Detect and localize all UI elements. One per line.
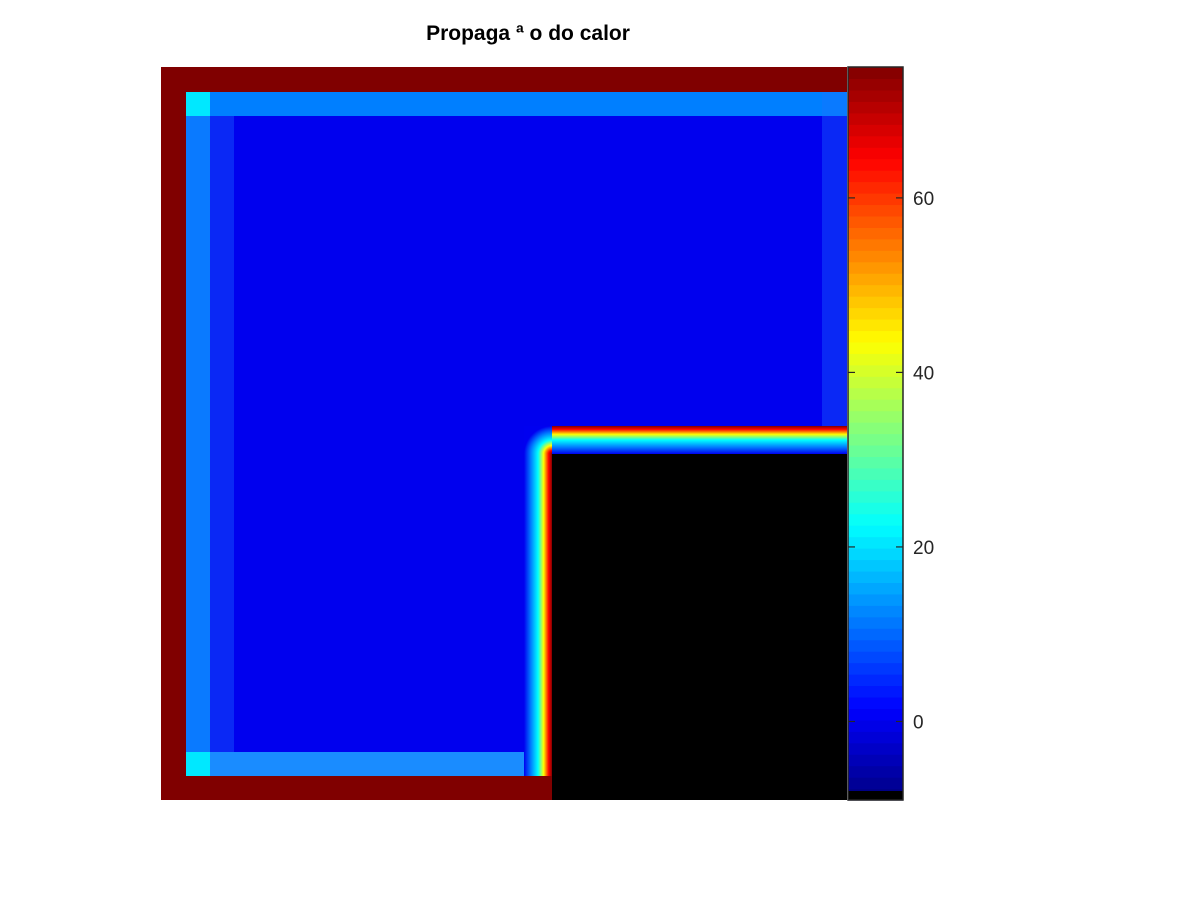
- colorbar-segment: [848, 479, 903, 492]
- colorbar-segment: [848, 330, 903, 343]
- heatmap-corner-cell-top-left: [186, 92, 210, 116]
- colorbar-segment: [848, 387, 903, 400]
- colorbar-segment: [848, 651, 903, 664]
- heatmap-edge-band-right: [822, 116, 847, 426]
- colorbar-segment: [848, 696, 903, 709]
- colorbar-segment: [848, 525, 903, 538]
- heatmap-edge-band-bottom: [210, 752, 530, 776]
- colorbar-segment: [848, 742, 903, 755]
- colorbar-segment: [848, 605, 903, 618]
- colorbar-segment: [848, 204, 903, 217]
- colorbar-segment: [848, 307, 903, 320]
- colorbar-segment: [848, 593, 903, 606]
- heatmap-edge-band-left: [210, 116, 234, 752]
- heatmap-gradient-corner: [524, 426, 552, 454]
- heatmap-gradient-band-left: [524, 454, 552, 776]
- colorbar-segment: [848, 273, 903, 286]
- colorbar-segment: [848, 513, 903, 526]
- colorbar-segment: [848, 502, 903, 515]
- heatmap-corner-cell-bottom-left: [186, 752, 210, 776]
- colorbar-segment: [848, 490, 903, 503]
- colorbar-segment: [848, 170, 903, 183]
- colorbar-segment: [848, 422, 903, 435]
- colorbar-segment: [848, 192, 903, 206]
- colorbar-segment: [848, 719, 903, 732]
- colorbar-segment: [848, 570, 903, 583]
- colorbar-segment: [848, 674, 903, 687]
- colorbar-segment: [848, 662, 903, 675]
- colorbar-segment: [848, 685, 903, 698]
- colorbar-segment: [848, 89, 903, 102]
- colorbar-segment: [848, 628, 903, 641]
- colorbar-segment: [848, 731, 903, 744]
- colorbar-frame: [847, 66, 904, 801]
- colorbar-segment: [848, 261, 903, 274]
- colorbar-segment: [848, 777, 903, 790]
- colorbar: 0 20 40 60: [847, 66, 934, 801]
- colorbar-segment: [848, 765, 903, 778]
- colorbar-tick-label: 60: [913, 189, 934, 210]
- colorbar-segment: [848, 582, 903, 595]
- colorbar-segment: [848, 444, 903, 457]
- heatmap-edge-band-top: [210, 92, 822, 116]
- colorbar-segment: [848, 548, 903, 561]
- colorbar-segment: [848, 124, 903, 137]
- colorbar-segment: [848, 296, 903, 309]
- heatmap-cutout-region: [552, 454, 847, 800]
- colorbar-tick-label: 20: [913, 538, 934, 559]
- colorbar-segment: [848, 181, 903, 194]
- colorbar-segment: [848, 250, 903, 263]
- colorbar-segment: [848, 284, 903, 297]
- colorbar-segment: [848, 433, 903, 446]
- colorbar-tick-label: 0: [913, 712, 924, 733]
- colorbar-segment: [848, 135, 903, 148]
- colorbar-segment: [848, 410, 903, 423]
- colorbar-segment: [848, 215, 903, 228]
- colorbar-segment: [848, 376, 903, 389]
- colorbar-segment: [848, 754, 903, 767]
- colorbar-segment: [848, 536, 903, 549]
- colorbar-segment: [848, 353, 903, 366]
- colorbar-segment: [848, 67, 903, 80]
- colorbar-segment: [848, 78, 903, 91]
- colorbar-segment: [848, 708, 903, 721]
- colorbar-segment: [848, 456, 903, 469]
- colorbar-segment: [848, 559, 903, 572]
- colorbar-segment: [848, 467, 903, 480]
- colorbar-segment: [848, 227, 903, 240]
- colorbar-tick-label: 40: [913, 363, 934, 384]
- colorbar-under-range: [848, 791, 903, 800]
- colorbar-segment: [848, 112, 903, 125]
- heatmap-gradient-band-top: [552, 426, 847, 454]
- colorbar-segment: [848, 101, 903, 114]
- colorbar-segment: [848, 364, 903, 377]
- colorbar-segment: [848, 238, 903, 251]
- colorbar-segment: [848, 616, 903, 629]
- colorbar-segment: [848, 639, 903, 652]
- colorbar-segment: [848, 341, 903, 354]
- colorbar-segment: [848, 318, 903, 332]
- chart-title: Propaga ª o do calor: [426, 22, 630, 45]
- colorbar-segment: [848, 158, 903, 171]
- colorbar-segment: [848, 399, 903, 412]
- colorbar-segment: [848, 147, 903, 160]
